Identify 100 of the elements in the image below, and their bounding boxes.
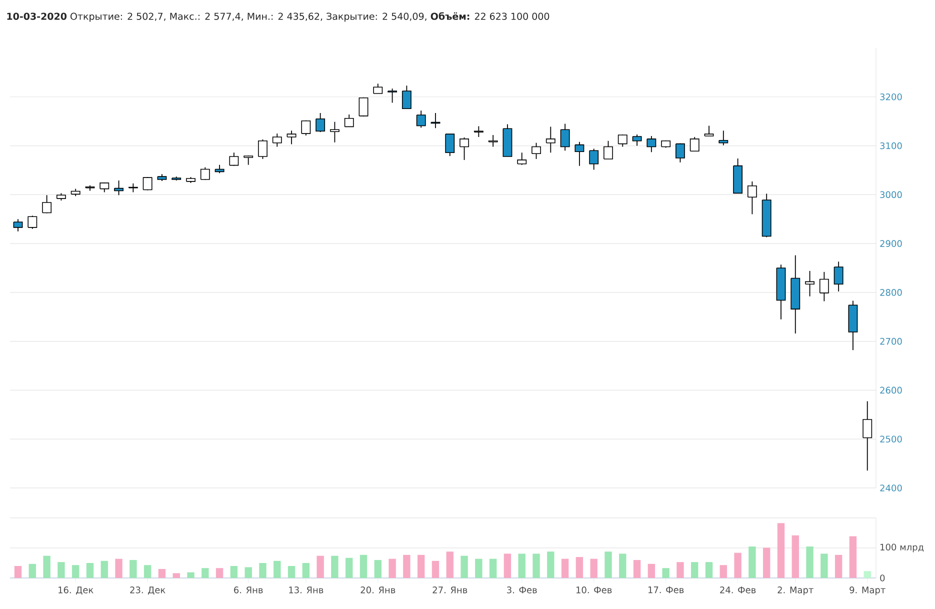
bar	[633, 560, 641, 578]
bar	[288, 566, 296, 578]
y-tick-label: 3100	[880, 142, 902, 150]
candlestick	[301, 120, 311, 136]
x-tick-label: 9. Март	[850, 586, 886, 596]
y-tick-label: 100 млрд	[880, 544, 924, 552]
bar	[489, 558, 497, 578]
x-tick-label: 10. Фев	[576, 586, 612, 594]
bar	[576, 556, 584, 578]
bar	[849, 536, 857, 578]
candlestick	[142, 176, 152, 191]
bar	[86, 562, 94, 578]
candlestick	[805, 270, 814, 297]
candlestick	[272, 133, 282, 148]
candlestick	[589, 148, 599, 170]
bar	[864, 571, 871, 578]
bar	[130, 560, 137, 578]
bar	[532, 554, 540, 578]
x-tick-label: 16. Дек	[58, 586, 94, 595]
bar	[777, 523, 785, 578]
bar	[72, 565, 80, 578]
bar	[547, 552, 554, 578]
bar	[202, 568, 209, 578]
bar	[619, 554, 626, 578]
bar	[115, 558, 122, 578]
x-tick-label: 20. Янв	[360, 586, 396, 594]
bar	[834, 554, 842, 578]
bar	[43, 556, 50, 578]
y-tick-label: 2500	[880, 436, 902, 442]
candlestick	[28, 215, 38, 230]
candlestick	[229, 152, 239, 166]
candlestick	[704, 125, 714, 136]
candlestick	[690, 136, 700, 152]
candlestick	[834, 261, 844, 292]
y-tick-label: 2400	[880, 484, 902, 492]
candlestick	[402, 85, 412, 110]
candlestick	[546, 126, 556, 154]
bar	[648, 564, 656, 578]
bar	[374, 560, 382, 578]
bar	[792, 535, 799, 578]
bar	[403, 554, 410, 578]
candlestick	[373, 83, 383, 94]
candlestick	[718, 130, 728, 146]
y-tick-label: 3000	[880, 191, 902, 198]
bar	[244, 567, 252, 578]
bar	[720, 565, 728, 578]
bar	[14, 566, 22, 578]
x-tick-label: 27. Янв	[432, 586, 468, 594]
x-tick-label: 2. Март	[778, 586, 814, 596]
bar	[518, 554, 526, 578]
candlestick	[42, 194, 52, 214]
bar	[446, 552, 454, 578]
chart-title: 10-03-2020 Открытие: 2 502,7, Макс.: 2 577,4, Мин.: 2 435,62, Закрытие: 2 540,09, Объём: 22 623 100 000	[7, 12, 550, 22]
bar	[820, 554, 828, 578]
x-tick-label: 24. Фев	[720, 586, 756, 594]
x-tick-label: 13. Янв	[289, 586, 324, 594]
candlestick	[114, 180, 124, 196]
bar	[676, 562, 684, 578]
candlestick	[286, 130, 296, 145]
bar	[388, 558, 396, 578]
bar	[360, 554, 368, 578]
bar	[144, 565, 152, 578]
candlestick	[244, 155, 254, 166]
candlestick	[819, 271, 829, 302]
bar	[331, 556, 338, 578]
candlestick	[474, 126, 484, 138]
bar	[417, 554, 425, 578]
bar	[100, 560, 108, 578]
candlestick	[676, 142, 685, 163]
bar	[216, 568, 224, 578]
bar	[158, 568, 166, 578]
candlestick	[862, 400, 872, 472]
bar	[561, 558, 569, 578]
bar	[460, 556, 468, 578]
bar	[28, 564, 36, 578]
bar	[316, 556, 324, 578]
y-tick-label: 2800	[880, 289, 902, 296]
bar	[504, 554, 512, 578]
candlestick	[416, 110, 426, 128]
x-tick-label: 17. Фев	[648, 586, 684, 594]
candlestick	[488, 134, 498, 148]
candlestick	[517, 152, 527, 166]
bar	[259, 562, 266, 578]
bar	[748, 546, 756, 578]
bar	[475, 558, 482, 578]
y-tick-label: 2600	[880, 386, 902, 394]
candlestick	[632, 134, 642, 146]
candlestick	[330, 121, 340, 143]
bar	[58, 562, 65, 578]
bar	[662, 568, 670, 578]
bar	[734, 552, 742, 578]
candlestick	[460, 137, 469, 160]
bar	[172, 573, 180, 578]
bar	[604, 552, 612, 578]
bar	[762, 548, 770, 578]
candlestick	[200, 166, 210, 180]
bar	[432, 560, 440, 578]
candlestick	[388, 88, 398, 104]
x-tick-label: 3. Фев	[507, 586, 537, 594]
bar	[302, 562, 310, 578]
